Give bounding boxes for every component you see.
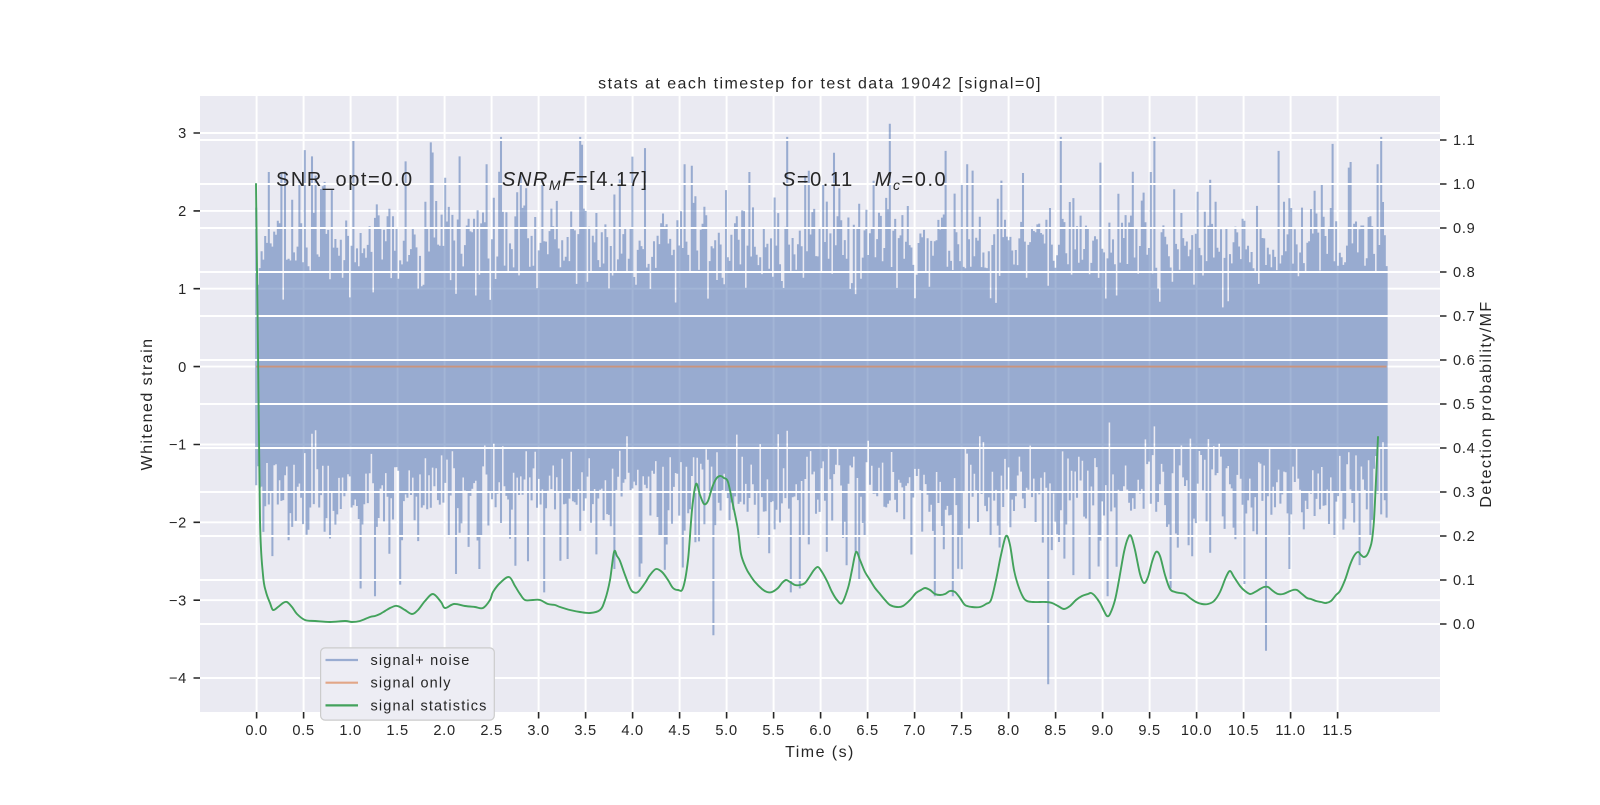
svg-text:0.5: 0.5 [292, 723, 315, 739]
svg-text:1.0: 1.0 [339, 723, 362, 739]
svg-text:Time (s): Time (s) [785, 744, 855, 761]
svg-text:9.5: 9.5 [1138, 723, 1161, 739]
svg-text:0.1: 0.1 [1453, 573, 1476, 589]
svg-text:Detection probability/MF: Detection probability/MF [1478, 300, 1495, 507]
svg-text:0.3: 0.3 [1453, 485, 1476, 501]
svg-text:1: 1 [178, 282, 187, 298]
svg-text:−4: −4 [169, 671, 187, 687]
svg-text:0.0: 0.0 [245, 723, 268, 739]
svg-text:0.7: 0.7 [1453, 309, 1476, 325]
svg-text:3.5: 3.5 [574, 723, 597, 739]
svg-text:5.0: 5.0 [715, 723, 738, 739]
svg-text:signal statistics: signal statistics [371, 698, 488, 714]
svg-text:SNRMF=[4.17]: SNRMF=[4.17] [502, 169, 648, 193]
svg-text:0.5: 0.5 [1453, 397, 1476, 413]
svg-text:6.0: 6.0 [809, 723, 832, 739]
svg-text:2.5: 2.5 [480, 723, 503, 739]
svg-text:11.5: 11.5 [1322, 723, 1352, 739]
svg-text:10.5: 10.5 [1228, 723, 1259, 739]
svg-text:−2: −2 [169, 516, 187, 532]
svg-text:signal only: signal only [371, 676, 452, 692]
svg-text:4.5: 4.5 [668, 723, 691, 739]
svg-text:signal+ noise: signal+ noise [371, 653, 471, 669]
svg-text:7.0: 7.0 [903, 723, 926, 739]
svg-text:5.5: 5.5 [762, 723, 785, 739]
svg-text:7.5: 7.5 [950, 723, 973, 739]
svg-text:−3: −3 [169, 593, 187, 609]
svg-text:0.0: 0.0 [1453, 617, 1476, 633]
svg-text:9.0: 9.0 [1091, 723, 1114, 739]
svg-text:2: 2 [178, 204, 187, 220]
svg-text:4.0: 4.0 [621, 723, 644, 739]
svg-text:10.0: 10.0 [1181, 723, 1212, 739]
svg-text:0.9: 0.9 [1453, 221, 1476, 237]
svg-text:0.4: 0.4 [1453, 441, 1476, 457]
svg-text:1.0: 1.0 [1453, 177, 1476, 193]
svg-text:1.5: 1.5 [386, 723, 409, 739]
svg-text:8.0: 8.0 [997, 723, 1020, 739]
svg-text:stats at each timestep for tes: stats at each timestep for test data 190… [598, 76, 1042, 93]
svg-text:8.5: 8.5 [1044, 723, 1067, 739]
svg-text:1.1: 1.1 [1453, 133, 1476, 149]
svg-text:−1: −1 [169, 438, 187, 454]
svg-text:0.6: 0.6 [1453, 353, 1476, 369]
svg-text:0.8: 0.8 [1453, 265, 1476, 281]
svg-text:3.0: 3.0 [527, 723, 550, 739]
svg-text:0.2: 0.2 [1453, 529, 1476, 545]
svg-text:6.5: 6.5 [856, 723, 879, 739]
svg-text:3: 3 [178, 126, 187, 142]
svg-text:SNR_opt=0.0: SNR_opt=0.0 [276, 169, 414, 191]
svg-text:0: 0 [178, 360, 187, 376]
svg-text:2.0: 2.0 [433, 723, 456, 739]
svg-text:11.0: 11.0 [1275, 723, 1305, 739]
svg-text:Whitened strain: Whitened strain [139, 338, 156, 471]
